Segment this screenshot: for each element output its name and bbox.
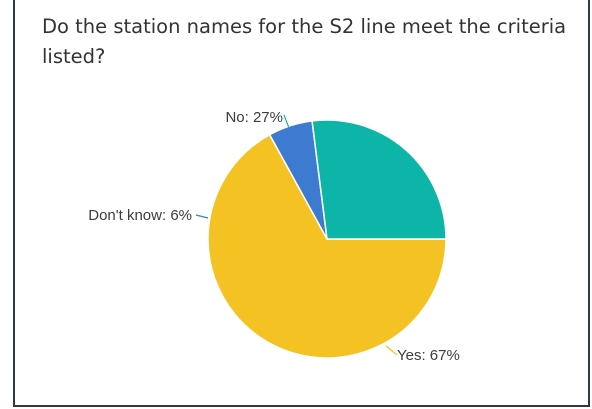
slice-label-no: No: 27% [225, 109, 283, 126]
leader-line-don-t-know [195, 214, 209, 219]
pie-labels: Yes: 67% Don't know: 6% No: 27% [88, 109, 460, 364]
pie-leader-lines [195, 114, 398, 356]
pie-slice-no [311, 119, 447, 240]
pie-slices [207, 119, 447, 359]
leader-line-no [283, 114, 290, 129]
leader-line-yes [385, 345, 398, 356]
slice-label-don-t-know: Don't know: 6% [88, 207, 192, 224]
chart-title: Do the station names for the S2 line mee… [42, 15, 567, 68]
slice-label-yes: Yes: 67% [397, 347, 460, 364]
pie-slice-yes [207, 133, 447, 359]
